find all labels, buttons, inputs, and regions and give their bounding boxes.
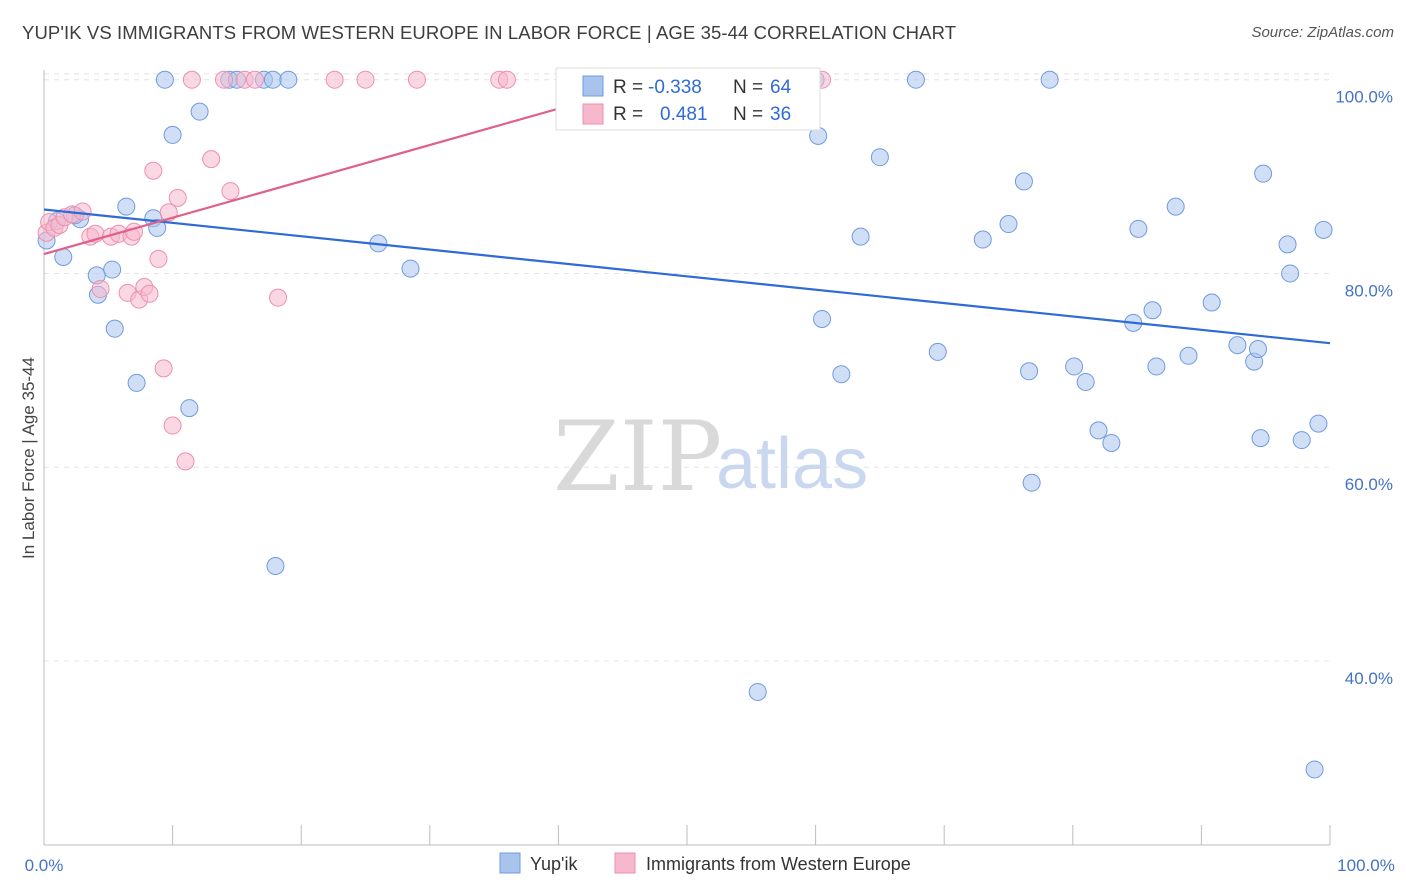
point-yupik-55 (1248, 340, 1267, 358)
point-western-europe-28 (221, 182, 240, 201)
legend-r-label-1: R = (613, 77, 643, 98)
point-yupik-53 (1228, 336, 1247, 355)
point-western-europe-36 (497, 70, 516, 89)
x-tick-label-min: 0.0% (25, 856, 64, 875)
point-yupik-24 (401, 259, 420, 278)
point-western-europe-26 (202, 150, 221, 169)
legend-n-label-1: N = (733, 77, 763, 98)
point-yupik-39 (1020, 362, 1039, 381)
point-yupik-50 (1166, 197, 1185, 216)
legend-n-label-2: N = (733, 104, 763, 125)
point-yupik-40 (1022, 473, 1041, 492)
point-yupik-63 (1314, 220, 1333, 239)
point-western-europe-19 (149, 249, 168, 268)
legend-swatch-yupik (582, 75, 604, 97)
point-yupik-9 (117, 197, 136, 216)
bottom-legend-swatch-yupik (499, 852, 521, 874)
point-western-europe-27 (215, 70, 234, 89)
point-western-europe-20 (154, 359, 173, 378)
point-yupik-56 (1251, 429, 1270, 448)
point-yupik-16 (190, 102, 209, 121)
series-legend: Yup'ik Immigrants from Western Europe (499, 852, 911, 874)
legend-n-value-western-europe: 36 (770, 104, 791, 125)
x-ticks (43, 825, 1331, 845)
point-western-europe-22 (163, 416, 182, 435)
point-yupik-52 (1202, 293, 1221, 312)
point-western-europe-30 (245, 70, 264, 89)
point-yupik-60 (1292, 431, 1311, 450)
y-tick-label-40: 40.0% (1345, 669, 1393, 688)
source-label: Source: ZipAtlas.com (1251, 24, 1394, 41)
point-yupik-20 (263, 70, 282, 89)
chart-title: YUP'IK VS IMMIGRANTS FROM WESTERN EUROPE… (22, 22, 957, 43)
point-western-europe-25 (182, 70, 201, 89)
y-tick-label-80: 80.0% (1345, 281, 1393, 300)
point-yupik-34 (906, 70, 925, 89)
point-yupik-48 (1143, 301, 1162, 320)
y-axis-label: In Labor Force | Age 35-44 (19, 357, 38, 559)
point-yupik-42 (1065, 357, 1084, 376)
point-western-europe-34 (407, 70, 426, 89)
x-tick-label-max: 100.0% (1337, 856, 1395, 875)
point-western-europe-18 (144, 161, 163, 180)
point-yupik-7 (105, 319, 124, 338)
point-western-europe-31 (269, 288, 288, 307)
point-yupik-38 (1014, 172, 1033, 191)
point-yupik-51 (1179, 346, 1198, 365)
y-tick-label-100: 100.0% (1335, 88, 1393, 107)
point-yupik-27 (748, 682, 767, 701)
trend-line-yupik (43, 208, 1331, 345)
point-yupik-61 (1305, 760, 1324, 779)
legend-r-value-yupik: -0.338 (648, 77, 702, 98)
point-yupik-49 (1147, 357, 1166, 376)
point-yupik-62 (1309, 414, 1328, 433)
point-yupik-10 (127, 373, 146, 392)
point-yupik-37 (999, 215, 1018, 234)
watermark-zip: ZIP (553, 401, 722, 513)
data-points (37, 70, 1333, 779)
point-yupik-8 (103, 260, 122, 279)
point-western-europe-33 (356, 70, 375, 89)
legend-r-label-2: R = (613, 104, 643, 125)
point-yupik-59 (1281, 264, 1300, 283)
watermark: ZIP atlas (553, 401, 868, 513)
point-yupik-57 (1254, 164, 1273, 183)
watermark-atlas: atlas (716, 424, 868, 504)
point-western-europe-24 (176, 452, 195, 471)
point-yupik-45 (1102, 433, 1121, 452)
point-yupik-22 (266, 557, 285, 575)
point-yupik-44 (1089, 421, 1108, 440)
legend-swatch-western-europe (582, 103, 604, 125)
point-western-europe-23 (168, 188, 187, 207)
stats-legend: R = -0.338 N = 64 R = 0.481 N = 36 (555, 67, 821, 131)
legend-r-value-western-europe: 0.481 (660, 104, 708, 125)
point-western-europe-32 (325, 70, 344, 89)
legend-n-value-yupik: 64 (770, 77, 792, 98)
point-yupik-47 (1129, 219, 1148, 238)
point-yupik-41 (1040, 70, 1059, 89)
point-yupik-32 (851, 227, 870, 246)
point-yupik-35 (928, 342, 947, 361)
bottom-legend-label-western-europe: Immigrants from Western Europe (646, 854, 911, 874)
y-tick-labels: 40.0% 60.0% 80.0% 100.0% (1335, 88, 1393, 688)
point-yupik-36 (973, 230, 992, 249)
y-tick-label-60: 60.0% (1345, 475, 1393, 494)
bottom-legend-label-yupik: Yup'ik (530, 854, 578, 874)
grid-lines (44, 73, 1330, 662)
point-yupik-14 (163, 125, 182, 144)
point-yupik-58 (1278, 235, 1297, 254)
point-yupik-30 (813, 309, 832, 328)
point-yupik-31 (832, 365, 851, 384)
point-yupik-33 (870, 148, 889, 167)
point-yupik-13 (155, 70, 174, 89)
point-western-europe-9 (91, 279, 110, 298)
point-yupik-15 (180, 399, 199, 418)
point-yupik-21 (279, 70, 298, 89)
point-western-europe-17 (140, 284, 159, 303)
point-yupik-43 (1076, 372, 1095, 391)
point-western-europe-6 (73, 202, 92, 221)
bottom-legend-swatch-western-europe (614, 852, 636, 874)
